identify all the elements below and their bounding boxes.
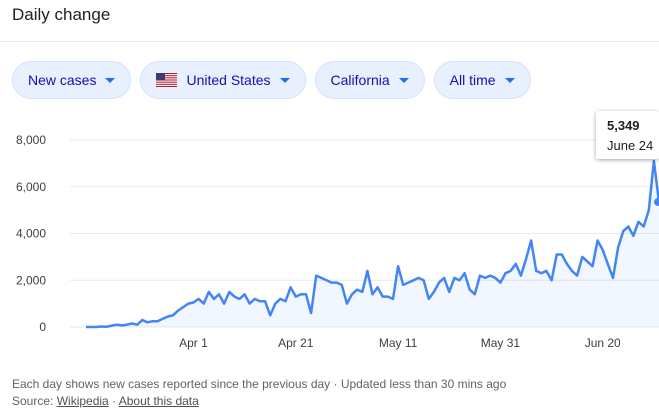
y-tick-label: 2,000 [16,273,46,287]
x-tick-label: Apr 1 [179,336,208,350]
source-line: Source: Wikipedia · About this data [12,393,506,410]
caret-down-icon [398,77,409,83]
x-tick-label: Apr 21 [278,336,314,350]
y-tick-label: 0 [39,320,46,334]
y-axis: 0 2,000 4,000 6,000 8,000 [16,133,46,334]
footer-note: Each day shows new cases reported since … [12,377,507,391]
period-dropdown[interactable]: All time [433,61,531,99]
source-label: Source: [12,394,54,408]
us-flag-icon [156,73,178,87]
tooltip-date: June 24 [607,138,654,153]
chart-footer: Each day shows new cases reported since … [12,376,506,410]
x-tick-label: May 11 [379,336,418,350]
region-dropdown-label: California [330,72,390,88]
region-dropdown[interactable]: California [314,61,425,99]
separator: · [112,394,119,408]
y-tick-label: 6,000 [16,180,46,194]
caret-down-icon [105,77,116,83]
y-tick-label: 4,000 [16,227,46,241]
metric-dropdown-label: New cases [28,72,97,88]
x-axis: Apr 1 Apr 21 May 11 May 31 Jun 20 [179,336,621,350]
period-dropdown-label: All time [449,72,496,88]
series-area [86,161,659,327]
filter-chips: New cases United States California All t… [12,61,531,99]
about-data-link[interactable]: About this data [118,394,199,408]
caret-down-icon [504,77,515,83]
series-line [86,159,659,329]
hover-point [654,197,659,206]
hover-tooltip: 5,349 June 24 [596,111,659,159]
x-tick-label: May 31 [481,336,521,350]
wikipedia-link[interactable]: Wikipedia [56,394,109,408]
tooltip-value: 5,349 [607,118,640,133]
x-tick-label: Jun 20 [585,336,621,350]
daily-cases-chart[interactable]: 0 2,000 4,000 6,000 8,000 Apr 1 Apr 21 May 11 M… [0,110,659,360]
y-tick-label: 8,000 [16,133,46,147]
header-divider [0,41,659,42]
country-dropdown-label: United States [186,72,271,88]
page-title: Daily change [12,5,111,24]
country-dropdown[interactable]: United States [140,61,306,99]
caret-down-icon [279,77,290,83]
metric-dropdown[interactable]: New cases [12,61,132,99]
